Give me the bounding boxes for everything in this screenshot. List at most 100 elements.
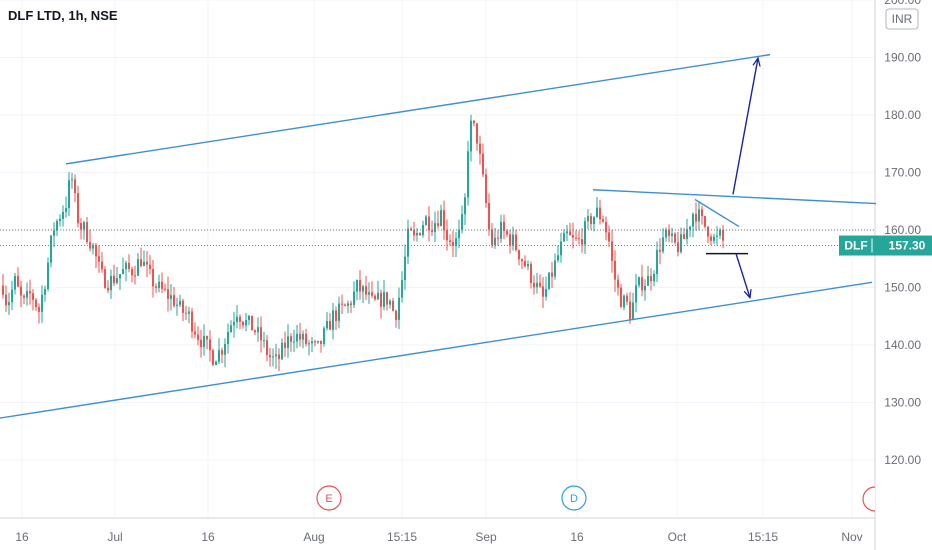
candle-up xyxy=(143,261,145,266)
candle-up xyxy=(224,343,226,355)
breakout-arrow-up xyxy=(732,58,758,195)
candle-up xyxy=(494,237,496,246)
candle-up xyxy=(92,244,94,249)
candle-up xyxy=(227,332,229,344)
candle-down xyxy=(260,327,262,341)
candle-down xyxy=(359,280,361,292)
candle-down xyxy=(578,238,580,240)
candle-up xyxy=(110,275,112,291)
candle-down xyxy=(395,310,397,320)
trendline xyxy=(65,53,771,165)
x-tick-label: Aug xyxy=(303,530,324,544)
candle-down xyxy=(17,275,19,287)
candle-down xyxy=(581,239,583,245)
candle-up xyxy=(383,292,385,307)
candle-down xyxy=(269,354,271,358)
x-tick-label: 15:15 xyxy=(387,530,417,544)
candle-up xyxy=(44,289,46,295)
candle-down xyxy=(722,230,724,241)
candle-down xyxy=(239,316,241,322)
last-price-pill xyxy=(839,235,932,256)
candle-up xyxy=(623,295,625,308)
candle-up xyxy=(50,235,52,263)
candle-up xyxy=(689,226,691,230)
y-tick-label: 200.00 xyxy=(884,0,921,7)
candle-up xyxy=(566,231,568,234)
candle-up xyxy=(635,285,637,303)
candle-up xyxy=(62,211,64,219)
candle-up xyxy=(584,221,586,245)
candle-up xyxy=(656,249,658,274)
currency-label[interactable]: INR xyxy=(892,12,913,26)
candle-up xyxy=(26,291,28,298)
candle-up xyxy=(662,237,664,252)
candle-up xyxy=(263,340,265,342)
candle-down xyxy=(518,250,520,260)
candle-up xyxy=(137,259,139,276)
candle-down xyxy=(251,315,253,331)
event-marker-e xyxy=(316,485,342,511)
candle-down xyxy=(488,202,490,230)
candle-down xyxy=(164,288,166,290)
candle-up xyxy=(455,238,457,247)
candle-down xyxy=(20,286,22,296)
candle-up xyxy=(401,280,403,298)
candle-down xyxy=(173,295,175,306)
candle-up xyxy=(389,300,391,305)
candle-up xyxy=(638,277,640,286)
x-tick-label: Nov xyxy=(841,530,862,544)
x-tick-label: 15:15 xyxy=(748,530,778,544)
candle-down xyxy=(485,174,487,203)
candle-down xyxy=(290,336,292,342)
candle-down xyxy=(185,312,187,314)
candle-down xyxy=(449,240,451,242)
candle-up xyxy=(68,180,70,209)
y-tick-label: 190.00 xyxy=(884,51,921,65)
candle-down xyxy=(617,279,619,288)
candle-up xyxy=(593,216,595,225)
candle-down xyxy=(659,249,661,252)
candle-up xyxy=(11,289,13,303)
candle-down xyxy=(161,281,163,289)
last-price-value: 157.30 xyxy=(889,239,926,253)
candle-down xyxy=(74,179,76,194)
candle-down xyxy=(200,339,202,348)
y-tick-label: 160.00 xyxy=(884,223,921,237)
candle-down xyxy=(626,295,628,302)
y-tick-label: 140.00 xyxy=(884,338,921,352)
candle-down xyxy=(509,234,511,246)
candle-down xyxy=(134,275,136,277)
candle-down xyxy=(5,294,7,306)
candle-up xyxy=(653,273,655,282)
candle-down xyxy=(182,300,184,313)
candle-down xyxy=(131,269,133,276)
candle-up xyxy=(281,342,283,360)
candle-up xyxy=(59,218,61,222)
candle-down xyxy=(194,331,196,335)
candle-down xyxy=(299,333,301,340)
candle-up xyxy=(203,335,205,348)
candle-down xyxy=(77,193,79,224)
candle-up xyxy=(179,300,181,305)
candle-up xyxy=(323,328,325,345)
candle-up xyxy=(317,340,319,343)
candle-up xyxy=(560,241,562,256)
event-marker-d xyxy=(561,485,587,511)
x-tick-label: Oct xyxy=(668,530,687,544)
candle-up xyxy=(296,333,298,342)
candle-up xyxy=(416,233,418,236)
candle-up xyxy=(311,341,313,344)
candle-up xyxy=(644,285,646,291)
candle-down xyxy=(707,226,709,237)
candle-up xyxy=(563,233,565,242)
y-tick-label: 170.00 xyxy=(884,166,921,180)
candle-up xyxy=(326,320,328,329)
candle-up xyxy=(158,281,160,288)
candle-up xyxy=(233,321,235,326)
candle-up xyxy=(338,303,340,321)
candle-down xyxy=(602,219,604,222)
candle-up xyxy=(275,354,277,357)
candle-down xyxy=(101,261,103,270)
candle-down xyxy=(380,292,382,307)
